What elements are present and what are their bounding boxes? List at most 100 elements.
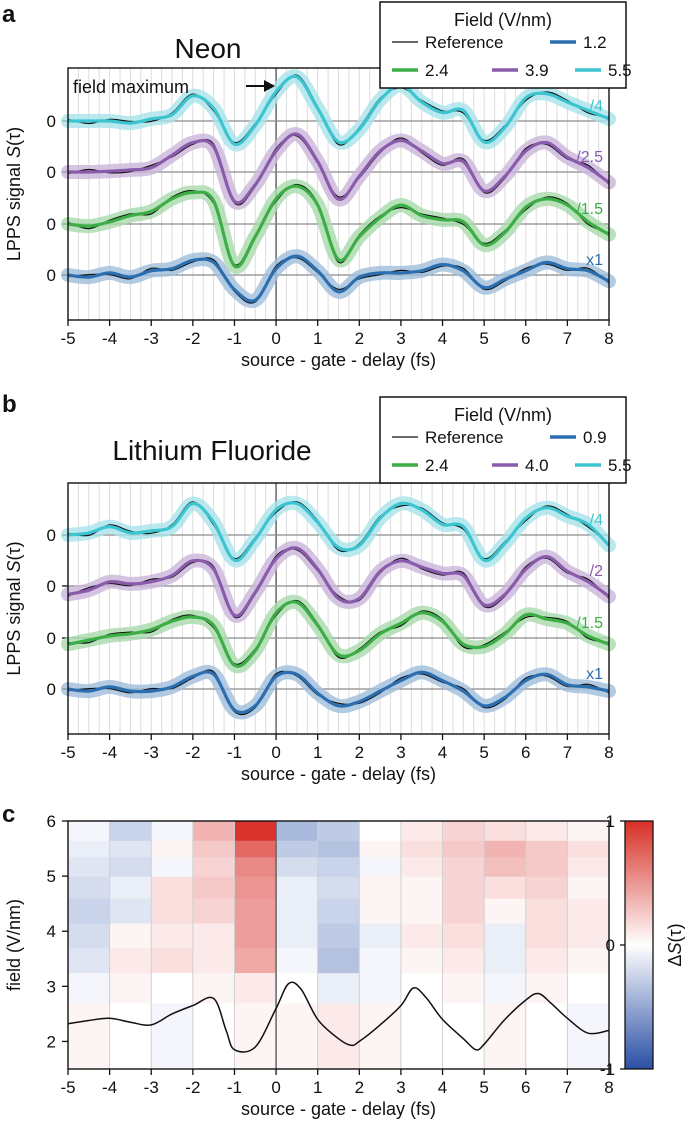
- heatmap-cell: [151, 947, 194, 974]
- x-tick-label: -5: [60, 329, 75, 348]
- y-tick-label: 0: [47, 112, 56, 131]
- heatmap-cell: [400, 898, 444, 924]
- x-tick-label: 6: [521, 743, 530, 762]
- heatmap-cell: [109, 876, 152, 899]
- x-tick-label: -1: [227, 329, 242, 348]
- x-tick-label: 8: [604, 329, 613, 348]
- heatmap-cell: [442, 856, 485, 877]
- series-trace-2.4: [67, 184, 610, 269]
- scale-label: /4: [590, 512, 603, 529]
- heatmap-cell: [567, 1002, 610, 1070]
- heatmap-cell: [567, 972, 610, 1004]
- annotation-field-maximum: field maximum: [73, 77, 189, 97]
- heatmap-cell: [151, 856, 194, 877]
- scale-label: x1: [586, 252, 603, 269]
- x-tick-label: 6: [521, 329, 530, 348]
- x-tick-label: 7: [563, 329, 572, 348]
- x-tick-label: -4: [102, 329, 117, 348]
- heatmap-cell: [276, 947, 319, 974]
- heatmap-cell: [151, 821, 194, 841]
- scale-label: /1.5: [576, 201, 603, 218]
- heatmap-cell: [109, 922, 152, 949]
- heatmap-cell: [442, 898, 485, 924]
- x-tick-label: -3: [144, 743, 159, 762]
- heatmap-cell: [359, 922, 402, 949]
- heatmap-cell: [359, 856, 402, 877]
- heatmap-cell: [192, 840, 235, 858]
- colorbar-tick-label: 1: [606, 812, 615, 831]
- heatmap-cell: [151, 972, 194, 1004]
- x-tick-label: 2: [355, 329, 364, 348]
- heatmap-cell: [484, 947, 527, 974]
- x-tick-label: 4: [438, 743, 447, 762]
- heatmap-cell: [400, 947, 444, 974]
- series-trace-5.5: [67, 501, 611, 563]
- x-tick-label: 2: [355, 1078, 364, 1097]
- scale-label: /2.5: [576, 149, 603, 166]
- heatmap-cell: [400, 876, 444, 899]
- heatmap-cell: [567, 876, 610, 899]
- scale-label: x1: [586, 666, 603, 683]
- colorbar-tick-label: -1: [600, 1060, 615, 1079]
- scale-label: /4: [590, 98, 603, 115]
- heatmap-cell: [234, 972, 277, 1004]
- heatmap-cell: [317, 856, 360, 877]
- plot-frame: [67, 820, 610, 1070]
- plot-frame: [67, 482, 610, 735]
- heatmap-cell: [525, 876, 568, 899]
- series-trace-0.9: [67, 670, 610, 715]
- legend-label: 5.5: [608, 61, 632, 80]
- heatmap-cell: [317, 876, 360, 899]
- heatmap-cell: [442, 1002, 485, 1070]
- heatmap-cell: [234, 898, 277, 924]
- x-tick-label: 0: [271, 743, 280, 762]
- legend-label: 0.9: [583, 428, 607, 447]
- series-trace-5.5: [67, 74, 610, 147]
- heatmap-cell: [525, 947, 568, 974]
- x-tick-label: 5: [479, 1078, 488, 1097]
- heatmap-cell: [359, 840, 402, 858]
- x-tick-label: -2: [185, 743, 200, 762]
- heatmap-cell: [68, 840, 111, 858]
- x-tick-label: -3: [144, 329, 159, 348]
- heatmap-cell: [192, 947, 235, 974]
- heatmap-cell: [109, 840, 152, 858]
- y-axis-label: field (V/nm): [4, 899, 24, 991]
- y-tick-label: 0: [47, 577, 56, 596]
- heatmap-cell: [109, 1002, 152, 1070]
- x-tick-label: -1: [227, 1078, 242, 1097]
- legend-label: 4.0: [525, 456, 549, 475]
- heatmap-cell: [442, 821, 485, 841]
- heatmap-cell: [276, 856, 319, 877]
- heatmap-cell: [525, 856, 568, 877]
- heatmap-cell: [317, 840, 360, 858]
- heatmap-cell: [567, 947, 610, 974]
- heatmap-cell: [151, 898, 194, 924]
- y-tick-label: 3: [47, 977, 56, 996]
- field-overlay-curve: [67, 981, 610, 1053]
- x-tick-label: 8: [604, 1078, 613, 1097]
- heatmap-cell: [192, 856, 235, 877]
- panel-letter: c: [2, 801, 15, 828]
- heatmap-cell: [151, 1002, 194, 1070]
- heatmap-cell: [151, 876, 194, 899]
- x-tick-label: -4: [102, 743, 117, 762]
- heatmap-cell: [276, 1002, 319, 1070]
- x-tick-label: 1: [313, 743, 322, 762]
- heatmap-cell: [109, 898, 152, 924]
- y-axis-label: LPPS signal S(τ): [4, 541, 24, 675]
- y-tick-label: 0: [47, 266, 56, 285]
- x-tick-label: -1: [227, 743, 242, 762]
- heatmap-cell: [234, 922, 277, 949]
- heatmap-cell: [192, 898, 235, 924]
- heatmap-cell: [317, 922, 360, 949]
- plot-frame: [67, 67, 610, 321]
- annotation-arrowhead: [264, 80, 275, 92]
- series-trace-2.4: [67, 600, 610, 668]
- x-tick-label: -5: [60, 1078, 75, 1097]
- panel-letter: a: [2, 1, 16, 28]
- heatmap-cell: [276, 840, 319, 858]
- x-tick-label: 4: [438, 329, 447, 348]
- y-tick-label: 0: [47, 680, 56, 699]
- heatmap-cell: [484, 898, 527, 924]
